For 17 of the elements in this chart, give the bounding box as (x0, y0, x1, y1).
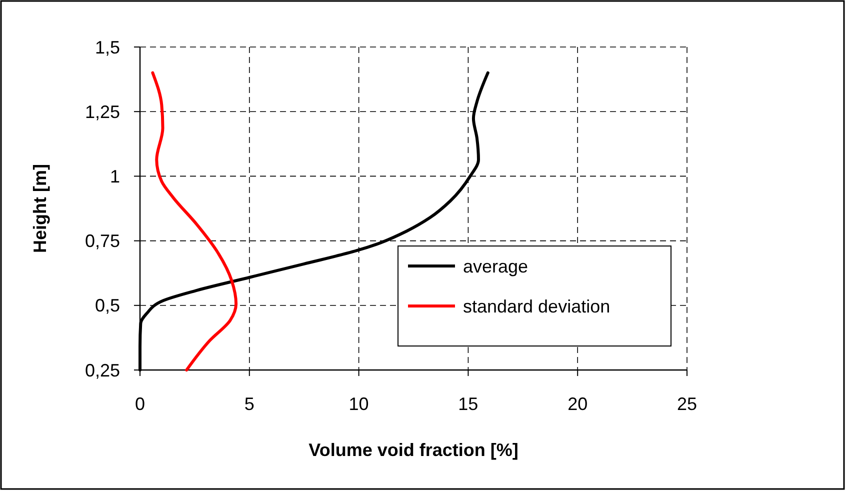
x-tick-label: 5 (244, 394, 254, 414)
y-tick-label: 1 (110, 166, 120, 186)
x-tick-label: 20 (568, 394, 588, 414)
legend-label: average (463, 256, 528, 276)
y-tick-label: 1,5 (94, 37, 120, 58)
y-axis-title: Height [m] (30, 164, 50, 253)
y-tick-label: 0,75 (84, 231, 120, 252)
x-tick-label: 15 (458, 394, 478, 414)
y-tick-label: 1,25 (84, 102, 120, 122)
line-series (151, 71, 238, 372)
x-tick-label: 10 (348, 394, 369, 414)
x-tick-label: 0 (134, 394, 146, 414)
y-tick-label: 0,25 (84, 360, 120, 380)
x-tick-label: 25 (676, 394, 698, 414)
y-tick-label: 0,5 (94, 296, 120, 316)
x-axis-title: Volume void fraction [%] (308, 440, 518, 460)
legend-label: standard deviation (463, 296, 610, 316)
